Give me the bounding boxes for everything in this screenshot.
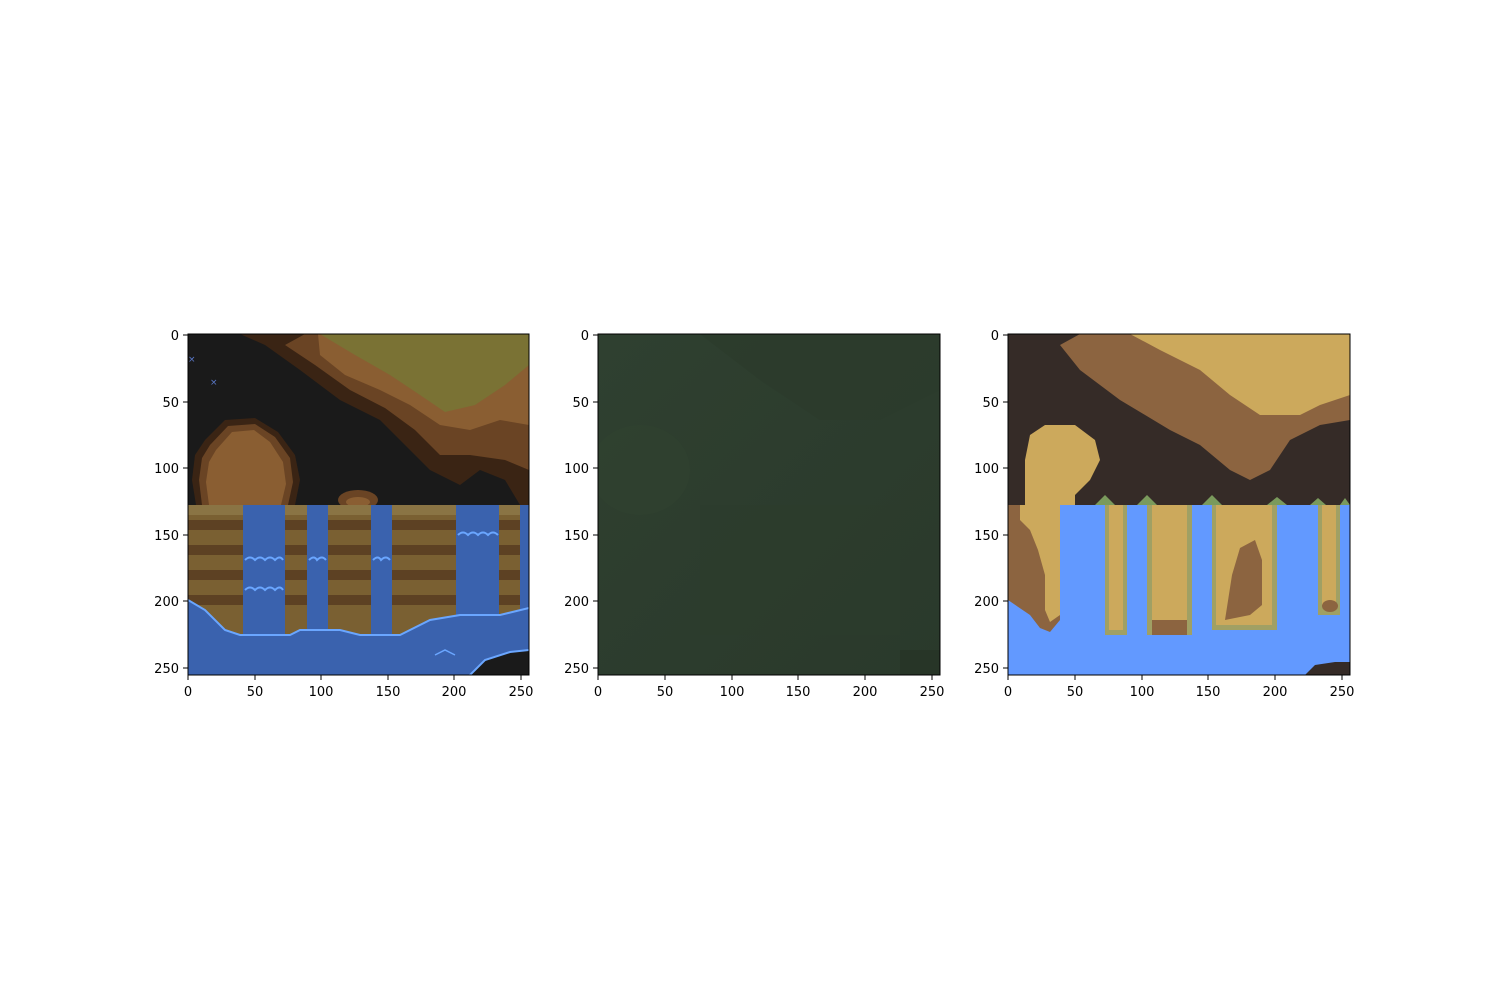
x-tick-label: 200 — [442, 685, 467, 700]
x-tick-label: 150 — [376, 685, 401, 700]
y-tick-label: 200 — [564, 595, 589, 610]
y-tick-label: 250 — [974, 662, 999, 677]
x-tick-label: 200 — [853, 685, 878, 700]
y-tick-label: 0 — [171, 329, 179, 344]
y-tick-label: 250 — [154, 662, 179, 677]
y-tick-label: 0 — [991, 329, 999, 344]
y-tick-label: 50 — [162, 396, 179, 411]
x-tick-label: 150 — [1196, 685, 1221, 700]
y-tick-label: 50 — [572, 396, 589, 411]
y-tick-label: 100 — [564, 462, 589, 477]
x-tick-label: 150 — [786, 685, 811, 700]
y-tick-label: 150 — [564, 529, 589, 544]
svg-text:×: × — [210, 378, 218, 388]
x-tick-label: 0 — [1004, 685, 1012, 700]
x-tick-label: 250 — [1330, 685, 1355, 700]
x-tick-label: 100 — [309, 685, 334, 700]
prediction-x-axis: 0 50 100 150 200 250 — [594, 675, 945, 700]
x-tick-label: 200 — [1263, 685, 1288, 700]
y-tick-label: 150 — [154, 529, 179, 544]
segmentation-panel: 0 50 100 150 200 250 0 50 100 150 200 25… — [974, 329, 1354, 700]
x-tick-label: 0 — [594, 685, 602, 700]
y-tick-label: 50 — [982, 396, 999, 411]
prediction-image — [598, 334, 940, 675]
segmentation-image — [1008, 334, 1350, 675]
x-tick-label: 250 — [509, 685, 534, 700]
input-x-axis: 0 50 100 150 200 250 — [184, 675, 534, 700]
y-tick-label: 200 — [974, 595, 999, 610]
x-tick-label: 100 — [720, 685, 745, 700]
input-y-axis: 0 50 100 150 200 250 — [154, 329, 188, 677]
segmentation-x-axis: 0 50 100 150 200 250 — [1004, 675, 1355, 700]
y-tick-label: 100 — [154, 462, 179, 477]
x-tick-label: 250 — [920, 685, 945, 700]
input-image: × × — [188, 334, 529, 675]
x-tick-label: 0 — [184, 685, 192, 700]
x-tick-label: 50 — [247, 685, 264, 700]
x-tick-label: 100 — [1130, 685, 1155, 700]
y-tick-label: 0 — [581, 329, 589, 344]
y-tick-label: 150 — [974, 529, 999, 544]
x-tick-label: 50 — [657, 685, 674, 700]
prediction-y-axis: 0 50 100 150 200 250 — [564, 329, 598, 677]
svg-text:×: × — [188, 355, 196, 365]
prediction-panel: 0 50 100 150 200 250 0 50 100 150 200 25… — [564, 329, 944, 700]
input-panel: × × — [154, 329, 533, 700]
y-tick-label: 250 — [564, 662, 589, 677]
x-tick-label: 50 — [1067, 685, 1084, 700]
y-tick-label: 100 — [974, 462, 999, 477]
y-tick-label: 200 — [154, 595, 179, 610]
segmentation-y-axis: 0 50 100 150 200 250 — [974, 329, 1008, 677]
